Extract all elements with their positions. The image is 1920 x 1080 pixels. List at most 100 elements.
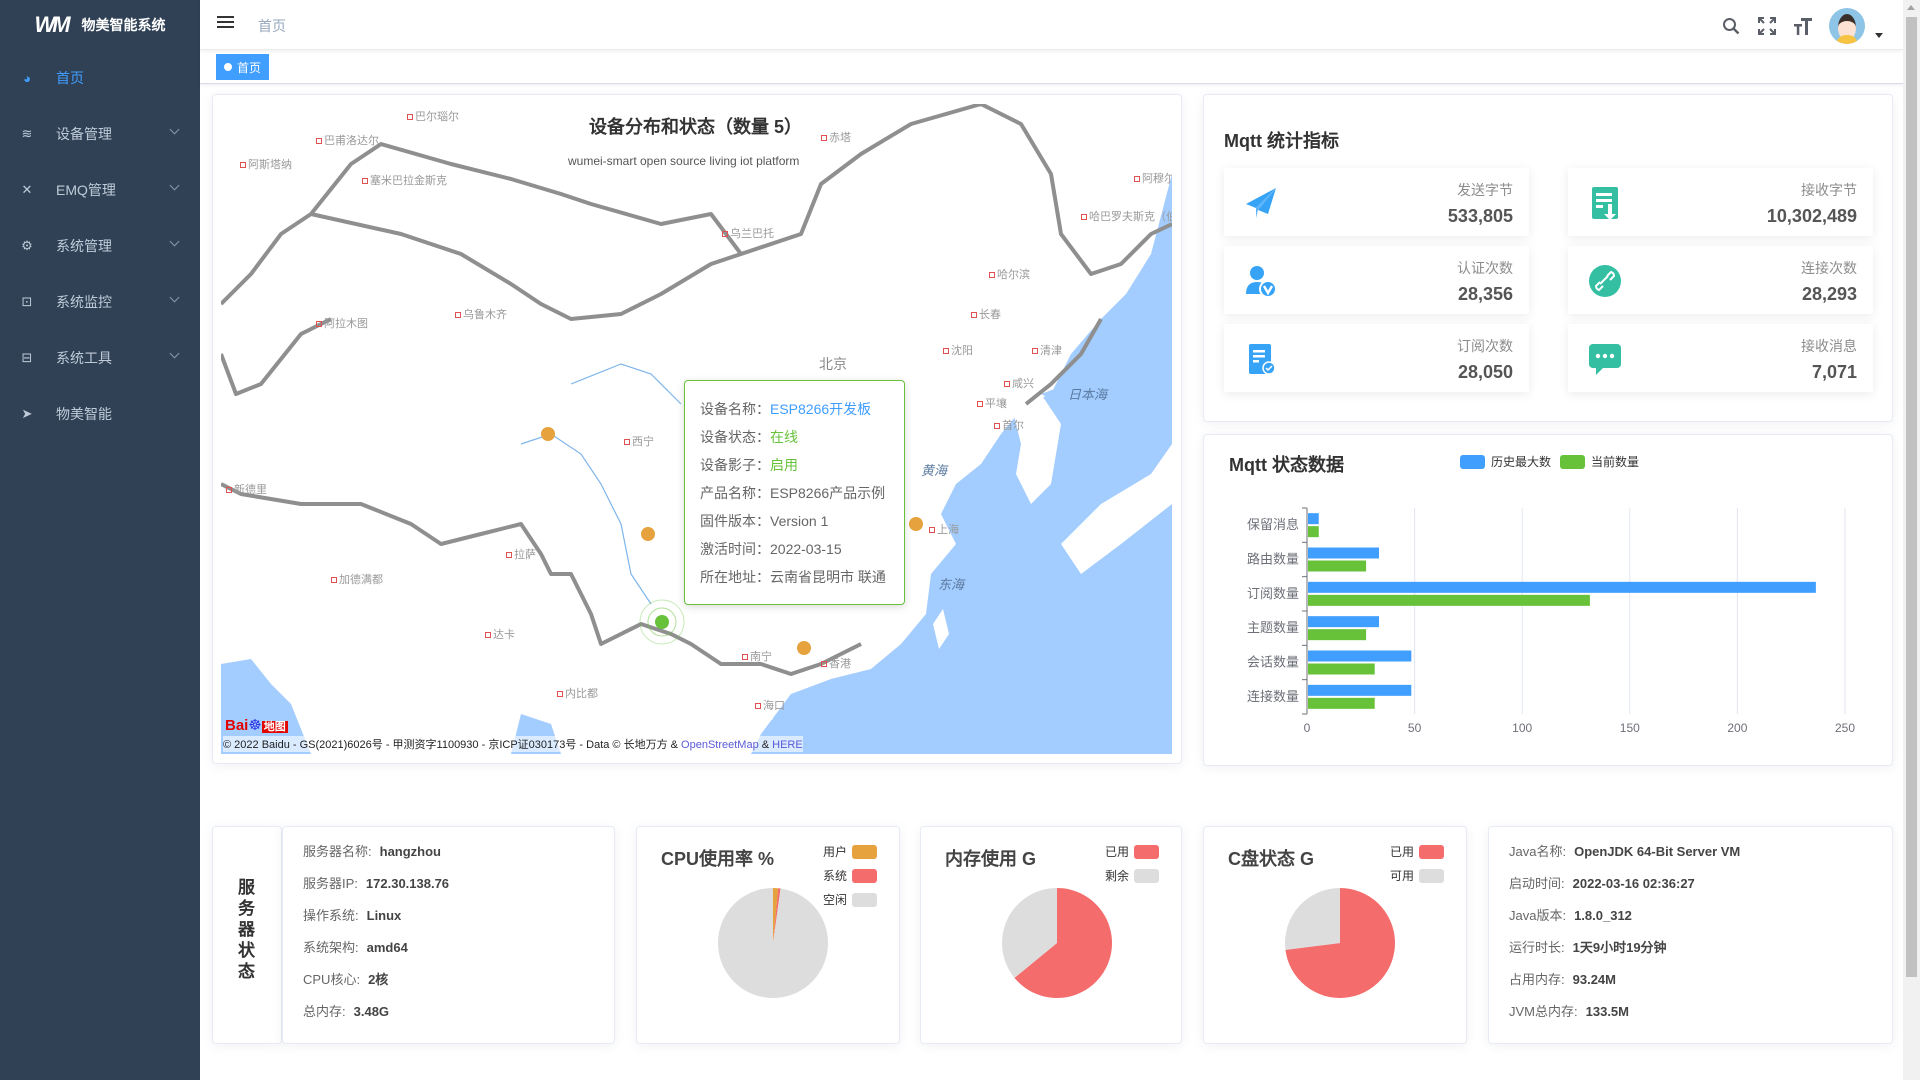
stat-value: 28,050 (1457, 362, 1513, 382)
bar-current[interactable] (1308, 697, 1375, 709)
tooltip-value: Version 1 (770, 513, 829, 529)
pie-slice[interactable] (1002, 888, 1057, 978)
scrollbar[interactable] (1903, 0, 1920, 1080)
x-tick-label: 250 (1835, 721, 1855, 735)
info-value: OpenJDK 64-Bit Server VM (1574, 844, 1741, 859)
bar-current[interactable] (1308, 663, 1375, 675)
fullscreen-icon[interactable] (1757, 16, 1777, 36)
pie-slice[interactable] (1285, 888, 1340, 950)
device-point-offline[interactable] (641, 527, 655, 541)
bar-history-max[interactable] (1308, 616, 1380, 628)
tooltip-value: ESP8266开发板 (770, 401, 872, 417)
sidebar-item[interactable]: ⊡ 系统监控 (0, 274, 200, 330)
baidu-map-logo[interactable]: Bai☸ 地图 (225, 717, 288, 734)
pie-legend-item[interactable]: 空闲 (823, 891, 877, 908)
pie-legend-item[interactable]: 可用 (1390, 867, 1444, 884)
tooltip-value: 在线 (770, 429, 798, 445)
bar-current[interactable] (1308, 560, 1367, 572)
pie-slice[interactable] (1285, 888, 1395, 998)
map-city-label: 乌鲁木齐 (455, 309, 507, 322)
bar-history-max[interactable] (1308, 581, 1816, 593)
info-value: 1.8.0_312 (1574, 908, 1632, 923)
search-icon[interactable] (1721, 16, 1741, 36)
sidebar-item-label: 物美智能 (56, 406, 112, 422)
hamburger-icon[interactable] (217, 16, 234, 30)
device-point-online[interactable] (655, 615, 669, 629)
map-city-label: 阿拉木图 (316, 318, 368, 331)
stat-card[interactable]: 接收消息 7,071 (1568, 324, 1873, 392)
document-download-icon (1588, 186, 1622, 220)
document-check-icon (1244, 342, 1278, 376)
tag-home[interactable]: 首页 (216, 54, 270, 80)
osm-link[interactable]: OpenStreetMap (681, 739, 759, 751)
info-value: 2022-03-16 02:36:27 (1572, 876, 1695, 891)
logo[interactable]: WM 物美智能系统 (0, 0, 200, 50)
pie-slice[interactable] (773, 888, 781, 943)
device-point-offline[interactable] (541, 427, 555, 441)
sidebar-item[interactable]: ≋ 设备管理 (0, 106, 200, 162)
link-icon (1588, 264, 1622, 298)
stat-value: 28,356 (1457, 284, 1513, 304)
info-row: Java名称: OpenJDK 64-Bit Server VM (1509, 841, 1740, 860)
pie-legend-item[interactable]: 系统 (823, 867, 877, 884)
nodes-icon: ✕ (21, 182, 33, 197)
dashboard-icon: ◕ (23, 70, 31, 86)
pie-slice[interactable] (718, 888, 828, 998)
stat-card[interactable]: 订阅次数 28,050 (1224, 324, 1529, 392)
map-city-label: 哈尔滨 (989, 269, 1030, 282)
sidebar-item[interactable]: ◕ 首页 (0, 50, 200, 106)
device-point-offline[interactable] (797, 641, 811, 655)
bar-history-max[interactable] (1308, 513, 1319, 525)
scrollbar-thumb[interactable] (1906, 17, 1917, 977)
pie-legend-swatch (1419, 868, 1444, 883)
scroll-up-icon[interactable] (1907, 5, 1915, 10)
info-label: JVM总内存: (1509, 1004, 1578, 1019)
pie-legend-item[interactable]: 已用 (1390, 843, 1444, 860)
stat-card[interactable]: 接收字节 10,302,489 (1568, 168, 1873, 236)
tooltip-row: 产品名称：ESP8266产品示例 (700, 479, 904, 507)
x-tick-label: 100 (1512, 721, 1532, 735)
breadcrumb[interactable]: 首页 (258, 18, 286, 34)
pie-legend-item[interactable]: 用户 (823, 843, 877, 860)
mongolia-border (309, 142, 743, 256)
bar-history-max[interactable] (1308, 684, 1412, 696)
sidebar-item-label: 系统监控 (56, 294, 112, 310)
pie-legend-label: 系统 (822, 869, 847, 883)
info-row: 启动时间: 2022-03-16 02:36:27 (1509, 873, 1695, 892)
device-tooltip: 设备名称：ESP8266开发板 设备状态：在线 设备影子：启用 产品名称：ESP826… (684, 380, 905, 605)
pie-slice[interactable] (773, 888, 779, 943)
info-label: 操作系统: (303, 908, 359, 923)
y-tick-label: 订阅数量 (1247, 586, 1299, 601)
bar-current[interactable] (1308, 526, 1319, 538)
tooltip-value: 云南省昆明市 联通 (770, 569, 886, 585)
sidebar-item[interactable]: ⚙ 系统管理 (0, 218, 200, 274)
stat-card[interactable]: 发送字节 533,805 (1224, 168, 1529, 236)
map-city-label: 阿穆尔 (1134, 173, 1172, 186)
x-tick-label: 200 (1727, 721, 1747, 735)
stat-label: 订阅次数 (1457, 338, 1513, 354)
pie-legend-item[interactable]: 已用 (1105, 843, 1159, 860)
device-point-offline[interactable] (909, 517, 923, 531)
devices-icon: ≋ (21, 126, 33, 141)
sidebar-item[interactable]: ✕ EMQ管理 (0, 162, 200, 218)
map-city-label: 清津 (1032, 345, 1062, 358)
here-link[interactable]: HERE (772, 739, 803, 751)
sidebar-item[interactable]: ➤ 物美智能 (0, 386, 200, 442)
bar-current[interactable] (1308, 629, 1367, 641)
server-heading: 服务器状态 (238, 878, 255, 981)
pie-legend-item[interactable]: 剩余 (1105, 867, 1159, 884)
bar-history-max[interactable] (1308, 547, 1380, 559)
legend-item[interactable]: 当前数量 (1560, 453, 1639, 470)
avatar[interactable] (1829, 8, 1865, 44)
stat-card[interactable]: 认证次数 28,356 (1224, 246, 1529, 314)
bar-history-max[interactable] (1308, 650, 1412, 662)
pie-slice[interactable] (1014, 888, 1112, 998)
sidebar-item[interactable]: ⊟ 系统工具 (0, 330, 200, 386)
stat-card[interactable]: 连接次数 28,293 (1568, 246, 1873, 314)
caret-down-icon[interactable] (1875, 32, 1883, 38)
info-row: CPU核心: 2核 (303, 969, 388, 988)
bar-current[interactable] (1308, 594, 1590, 606)
font-size-icon[interactable] (1793, 16, 1813, 36)
legend-item[interactable]: 历史最大数 (1460, 453, 1551, 470)
